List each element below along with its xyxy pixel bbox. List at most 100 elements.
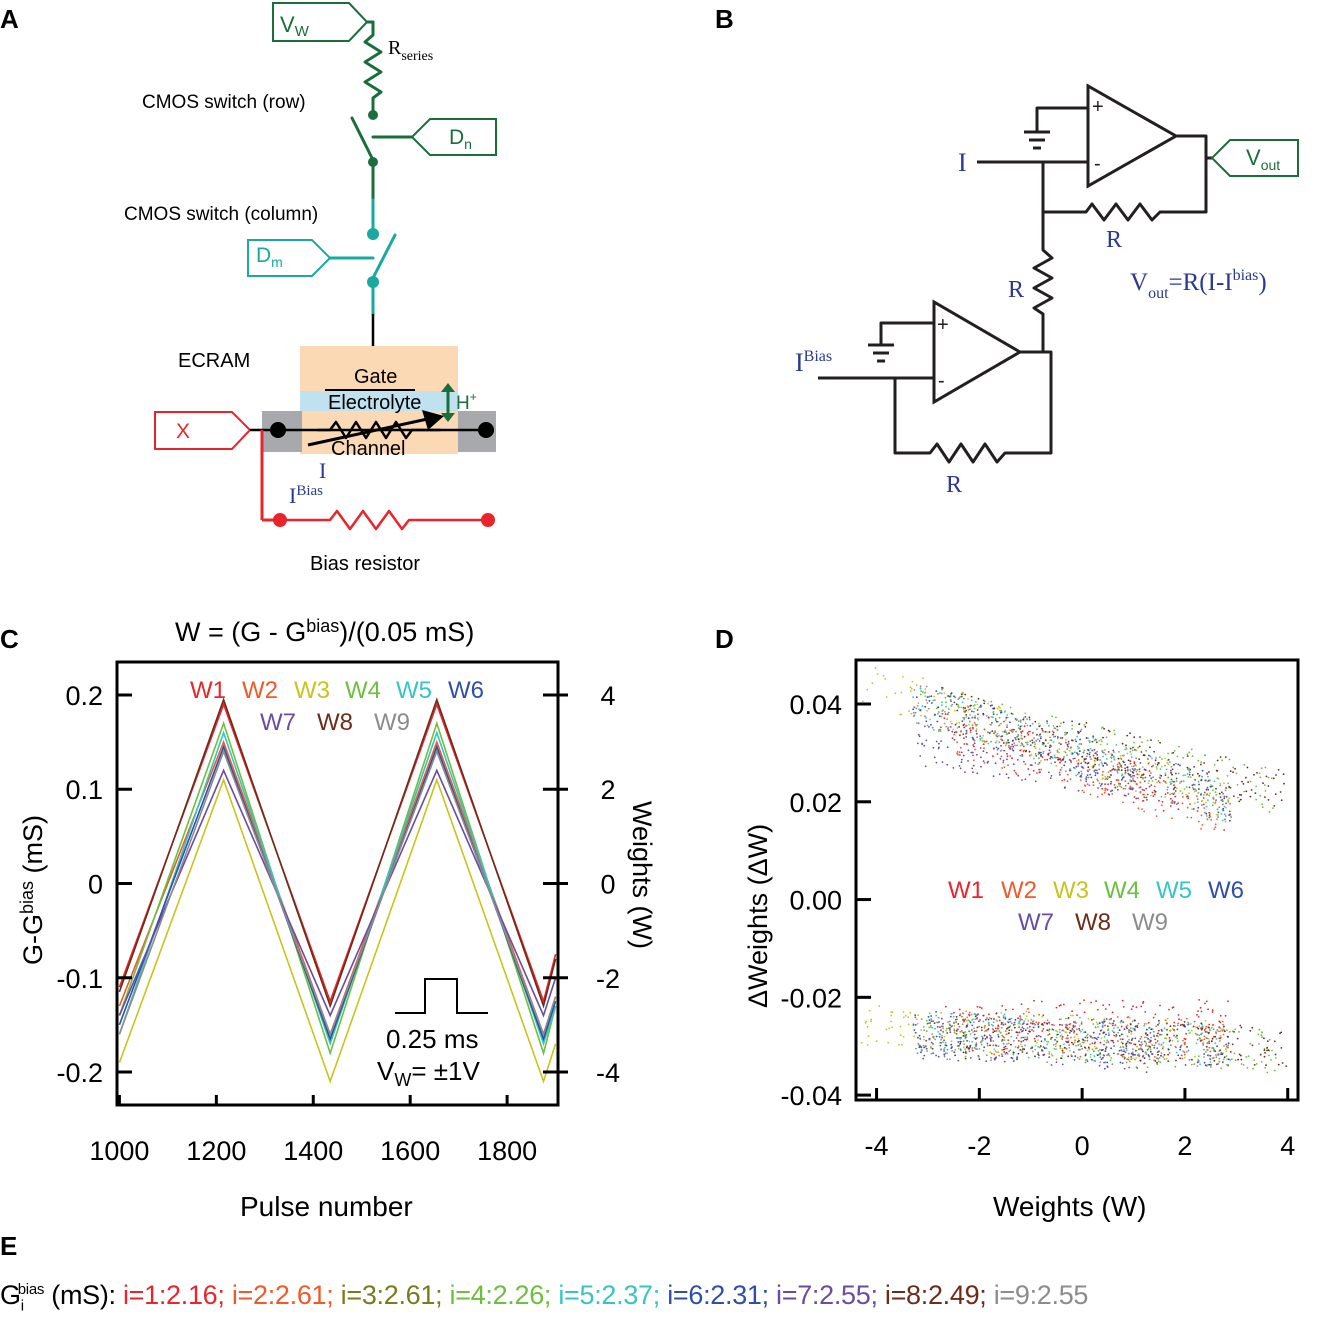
- scatter-point: [1000, 744, 1002, 747]
- scatter-point: [996, 1020, 998, 1022]
- scatter-point: [1147, 782, 1150, 785]
- scatter-point: [1077, 789, 1080, 792]
- scatter-point: [1127, 1052, 1130, 1055]
- scatter-point: [923, 1046, 925, 1049]
- scatter-point: [965, 1020, 968, 1022]
- scatter-point: [1210, 1066, 1212, 1068]
- scatter-point: [1061, 779, 1063, 782]
- scatter-point: [1212, 1057, 1214, 1060]
- scatter-point: [1032, 769, 1035, 772]
- scatter-point: [992, 711, 995, 713]
- scatter-point: [964, 1057, 967, 1060]
- scatter-point: [1179, 782, 1181, 784]
- scatter-point: [945, 725, 948, 728]
- scatter-point: [1198, 820, 1200, 823]
- scatter-point: [1170, 797, 1172, 800]
- scatter-point: [1060, 1057, 1062, 1060]
- scatter-point: [937, 1016, 940, 1019]
- scatter-point: [1027, 1056, 1030, 1059]
- scatter-point: [1135, 764, 1137, 767]
- scatter-point: [995, 720, 998, 723]
- scatter-point: [1119, 1021, 1122, 1024]
- scatter-point: [1089, 773, 1092, 776]
- scatter-point: [1205, 1025, 1208, 1028]
- scatter-point: [1106, 764, 1108, 766]
- scatter-point: [1153, 785, 1156, 788]
- scatter-point: [1225, 802, 1227, 805]
- scatter-point: [1075, 751, 1078, 754]
- scatter-point: [940, 1017, 943, 1020]
- scatter-point: [1212, 796, 1215, 799]
- scatter-point: [1225, 1043, 1227, 1046]
- scatter-point: [1123, 1067, 1126, 1070]
- scatter-point: [1151, 1053, 1153, 1055]
- x-label: X: [176, 420, 190, 443]
- scatter-point: [1097, 1050, 1100, 1052]
- scatter-point: [1038, 1013, 1040, 1016]
- scatter-point: [1067, 1017, 1070, 1019]
- scatter-point: [1123, 1056, 1126, 1059]
- scatter-point: [1201, 775, 1203, 778]
- y2-tick-label: -2: [596, 964, 620, 994]
- scatter-point: [972, 704, 975, 707]
- scatter-point: [1177, 808, 1180, 811]
- scatter-point: [1216, 770, 1219, 772]
- scatter-point: [1011, 748, 1014, 750]
- scatter-point: [1109, 782, 1112, 785]
- scatter-point: [1016, 744, 1018, 747]
- scatter-point: [1228, 785, 1231, 788]
- scatter-point: [1204, 1002, 1206, 1005]
- scatter-point: [1166, 792, 1169, 794]
- opamp-top-plus: +: [1092, 96, 1104, 118]
- scatter-point: [1162, 780, 1165, 782]
- scatter-point: [1130, 753, 1133, 756]
- scatter-point: [994, 1050, 997, 1052]
- scatter-point: [1071, 1041, 1073, 1044]
- scatter-point: [997, 1035, 1000, 1038]
- scatter-point: [1218, 1060, 1221, 1063]
- scatter-point: [1182, 774, 1185, 777]
- scatter-point: [1009, 746, 1011, 749]
- scatter-point: [944, 1005, 947, 1008]
- scatter-point: [1167, 758, 1170, 761]
- scatter-point: [945, 1029, 947, 1032]
- scatter-point: [1154, 1038, 1157, 1041]
- scatter-point: [979, 735, 982, 737]
- scatter-point: [1035, 755, 1038, 757]
- scatter-point: [1039, 1035, 1042, 1038]
- scatter-point: [932, 1020, 934, 1023]
- scatter-point: [958, 721, 961, 724]
- scatter-point: [1116, 785, 1119, 788]
- scatter-point: [1182, 756, 1185, 759]
- scatter-point: [1280, 799, 1283, 802]
- scatter-point: [915, 684, 918, 687]
- scatter-point: [1238, 1031, 1240, 1033]
- scatter-point: [1224, 756, 1227, 758]
- scatter-point: [1095, 739, 1097, 741]
- scatter-point: [924, 725, 926, 728]
- scatter-point: [988, 1017, 991, 1019]
- scatter-point: [1122, 1021, 1125, 1023]
- scatter-point: [1101, 774, 1104, 776]
- scatter-point: [959, 1040, 962, 1043]
- scatter-point: [1139, 736, 1141, 738]
- scatter-point: [1132, 746, 1134, 749]
- scatter-point: [1141, 788, 1144, 791]
- scatter-point: [1052, 741, 1055, 743]
- scatter-point: [1192, 1025, 1195, 1028]
- scatter-point: [1044, 1038, 1046, 1040]
- scatter-point: [1225, 1050, 1228, 1053]
- scatter-point: [958, 726, 960, 728]
- scatter-point: [997, 1024, 1000, 1027]
- scatter-point: [1185, 1032, 1187, 1035]
- scatter-point: [1059, 758, 1062, 760]
- scatter-point: [992, 1021, 995, 1024]
- scatter-point: [924, 1045, 927, 1048]
- scatter-point: [1051, 730, 1054, 732]
- scatter-point: [1003, 1036, 1006, 1039]
- scatter-point: [1265, 775, 1268, 778]
- scatter-point: [930, 724, 932, 726]
- scatter-point: [1168, 1037, 1171, 1039]
- scatter-point: [1067, 1055, 1070, 1058]
- scatter-point: [1041, 756, 1044, 758]
